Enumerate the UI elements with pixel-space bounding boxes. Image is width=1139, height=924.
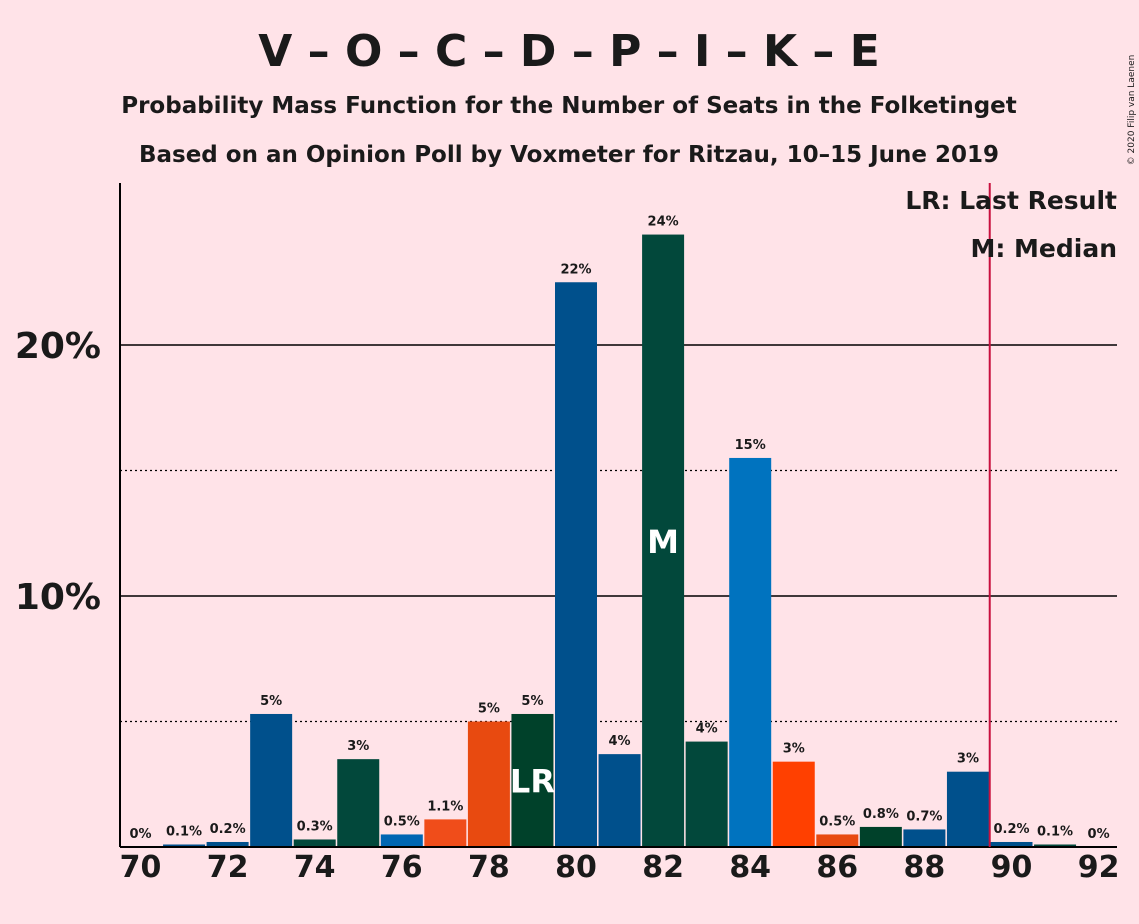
copyright-notice: © 2020 Filip van Laenen (1127, 55, 1137, 166)
bar-74 (293, 839, 336, 847)
bar-79 (511, 713, 554, 847)
bar-label-74: 0.3% (297, 819, 333, 834)
bar-77 (424, 819, 467, 847)
y-tick-20: 20% (15, 326, 101, 367)
x-tick-74: 74 (294, 850, 336, 885)
bar-label-88: 0.7% (906, 809, 942, 824)
legend-last-result: LR: Last Result (905, 186, 1117, 215)
bar-label-90: 0.2% (993, 822, 1029, 837)
x-tick-86: 86 (816, 850, 858, 885)
x-tick-78: 78 (468, 850, 510, 885)
x-tick-82: 82 (642, 850, 684, 885)
bar-label-83: 4% (696, 722, 718, 737)
x-tick-92: 92 (1078, 850, 1120, 885)
x-tick-88: 88 (904, 850, 946, 885)
bar-87 (859, 826, 902, 847)
x-tick-72: 72 (207, 850, 249, 885)
axes (119, 183, 1117, 848)
bar-label-77: 1.1% (427, 799, 463, 814)
bar-label-72: 0.2% (210, 822, 246, 837)
bar-91 (1034, 844, 1077, 847)
bar-label-84: 15% (735, 438, 766, 453)
bar-71 (163, 844, 206, 847)
y-tick-labels: 10% 20% (15, 326, 101, 618)
bar-label-92: 0% (1088, 827, 1110, 842)
chart-title: V – O – C – D – P – I – K – E (258, 26, 880, 77)
chart-subtitle-2: Based on an Opinion Poll by Voxmeter for… (139, 142, 999, 168)
bar-labels: 0% 0.1% 0.2% 5% 0.3% 3% 0.5% 1.1% 5% 5% 22% 4% 24% 4%… (129, 215, 1109, 842)
bar-83 (685, 741, 728, 847)
bar-78 (467, 721, 510, 847)
x-tick-90: 90 (991, 850, 1033, 885)
legend-median: M: Median (970, 234, 1117, 263)
x-tick-labels: 70 72 74 76 78 80 82 84 86 88 90 92 (120, 850, 1120, 885)
bar-markers: LR M (510, 523, 679, 801)
bar-84 (729, 457, 772, 847)
x-tick-76: 76 (381, 850, 423, 885)
bar-85 (772, 761, 815, 847)
bar-label-71: 0.1% (166, 824, 202, 839)
median-marker: M (647, 523, 679, 561)
bar-75 (337, 759, 380, 847)
x-tick-80: 80 (555, 850, 597, 885)
bar-label-79: 5% (521, 694, 543, 709)
bar-label-76: 0.5% (384, 814, 420, 829)
bar-89 (946, 771, 989, 847)
bar-72 (206, 841, 249, 847)
bar-label-89: 3% (957, 752, 979, 767)
bar-88 (903, 829, 946, 847)
bar-label-80: 22% (560, 262, 591, 277)
bar-82 (642, 234, 685, 847)
gridlines (120, 344, 1117, 723)
x-tick-84: 84 (729, 850, 771, 885)
last-result-marker: LR (510, 762, 555, 800)
bar-label-75: 3% (347, 739, 369, 754)
bar-label-81: 4% (609, 734, 631, 749)
x-tick-70: 70 (120, 850, 162, 885)
bar-label-82: 24% (648, 215, 679, 230)
y-tick-10: 10% (15, 577, 101, 618)
bar-81 (598, 754, 641, 847)
bar-label-70: 0% (129, 827, 151, 842)
bar-86 (816, 834, 859, 847)
bar-76 (380, 834, 423, 847)
bar-label-73: 5% (260, 694, 282, 709)
bar-label-87: 0.8% (863, 807, 899, 822)
bar-90 (990, 841, 1033, 847)
chart-subtitle-1: Probability Mass Function for the Number… (121, 93, 1017, 119)
bar-label-86: 0.5% (819, 814, 855, 829)
bar-label-91: 0.1% (1037, 824, 1073, 839)
bar-label-85: 3% (783, 742, 805, 757)
bar-80 (555, 282, 597, 847)
bar-label-78: 5% (478, 702, 500, 717)
bars (163, 234, 1077, 847)
bar-73 (250, 713, 293, 847)
